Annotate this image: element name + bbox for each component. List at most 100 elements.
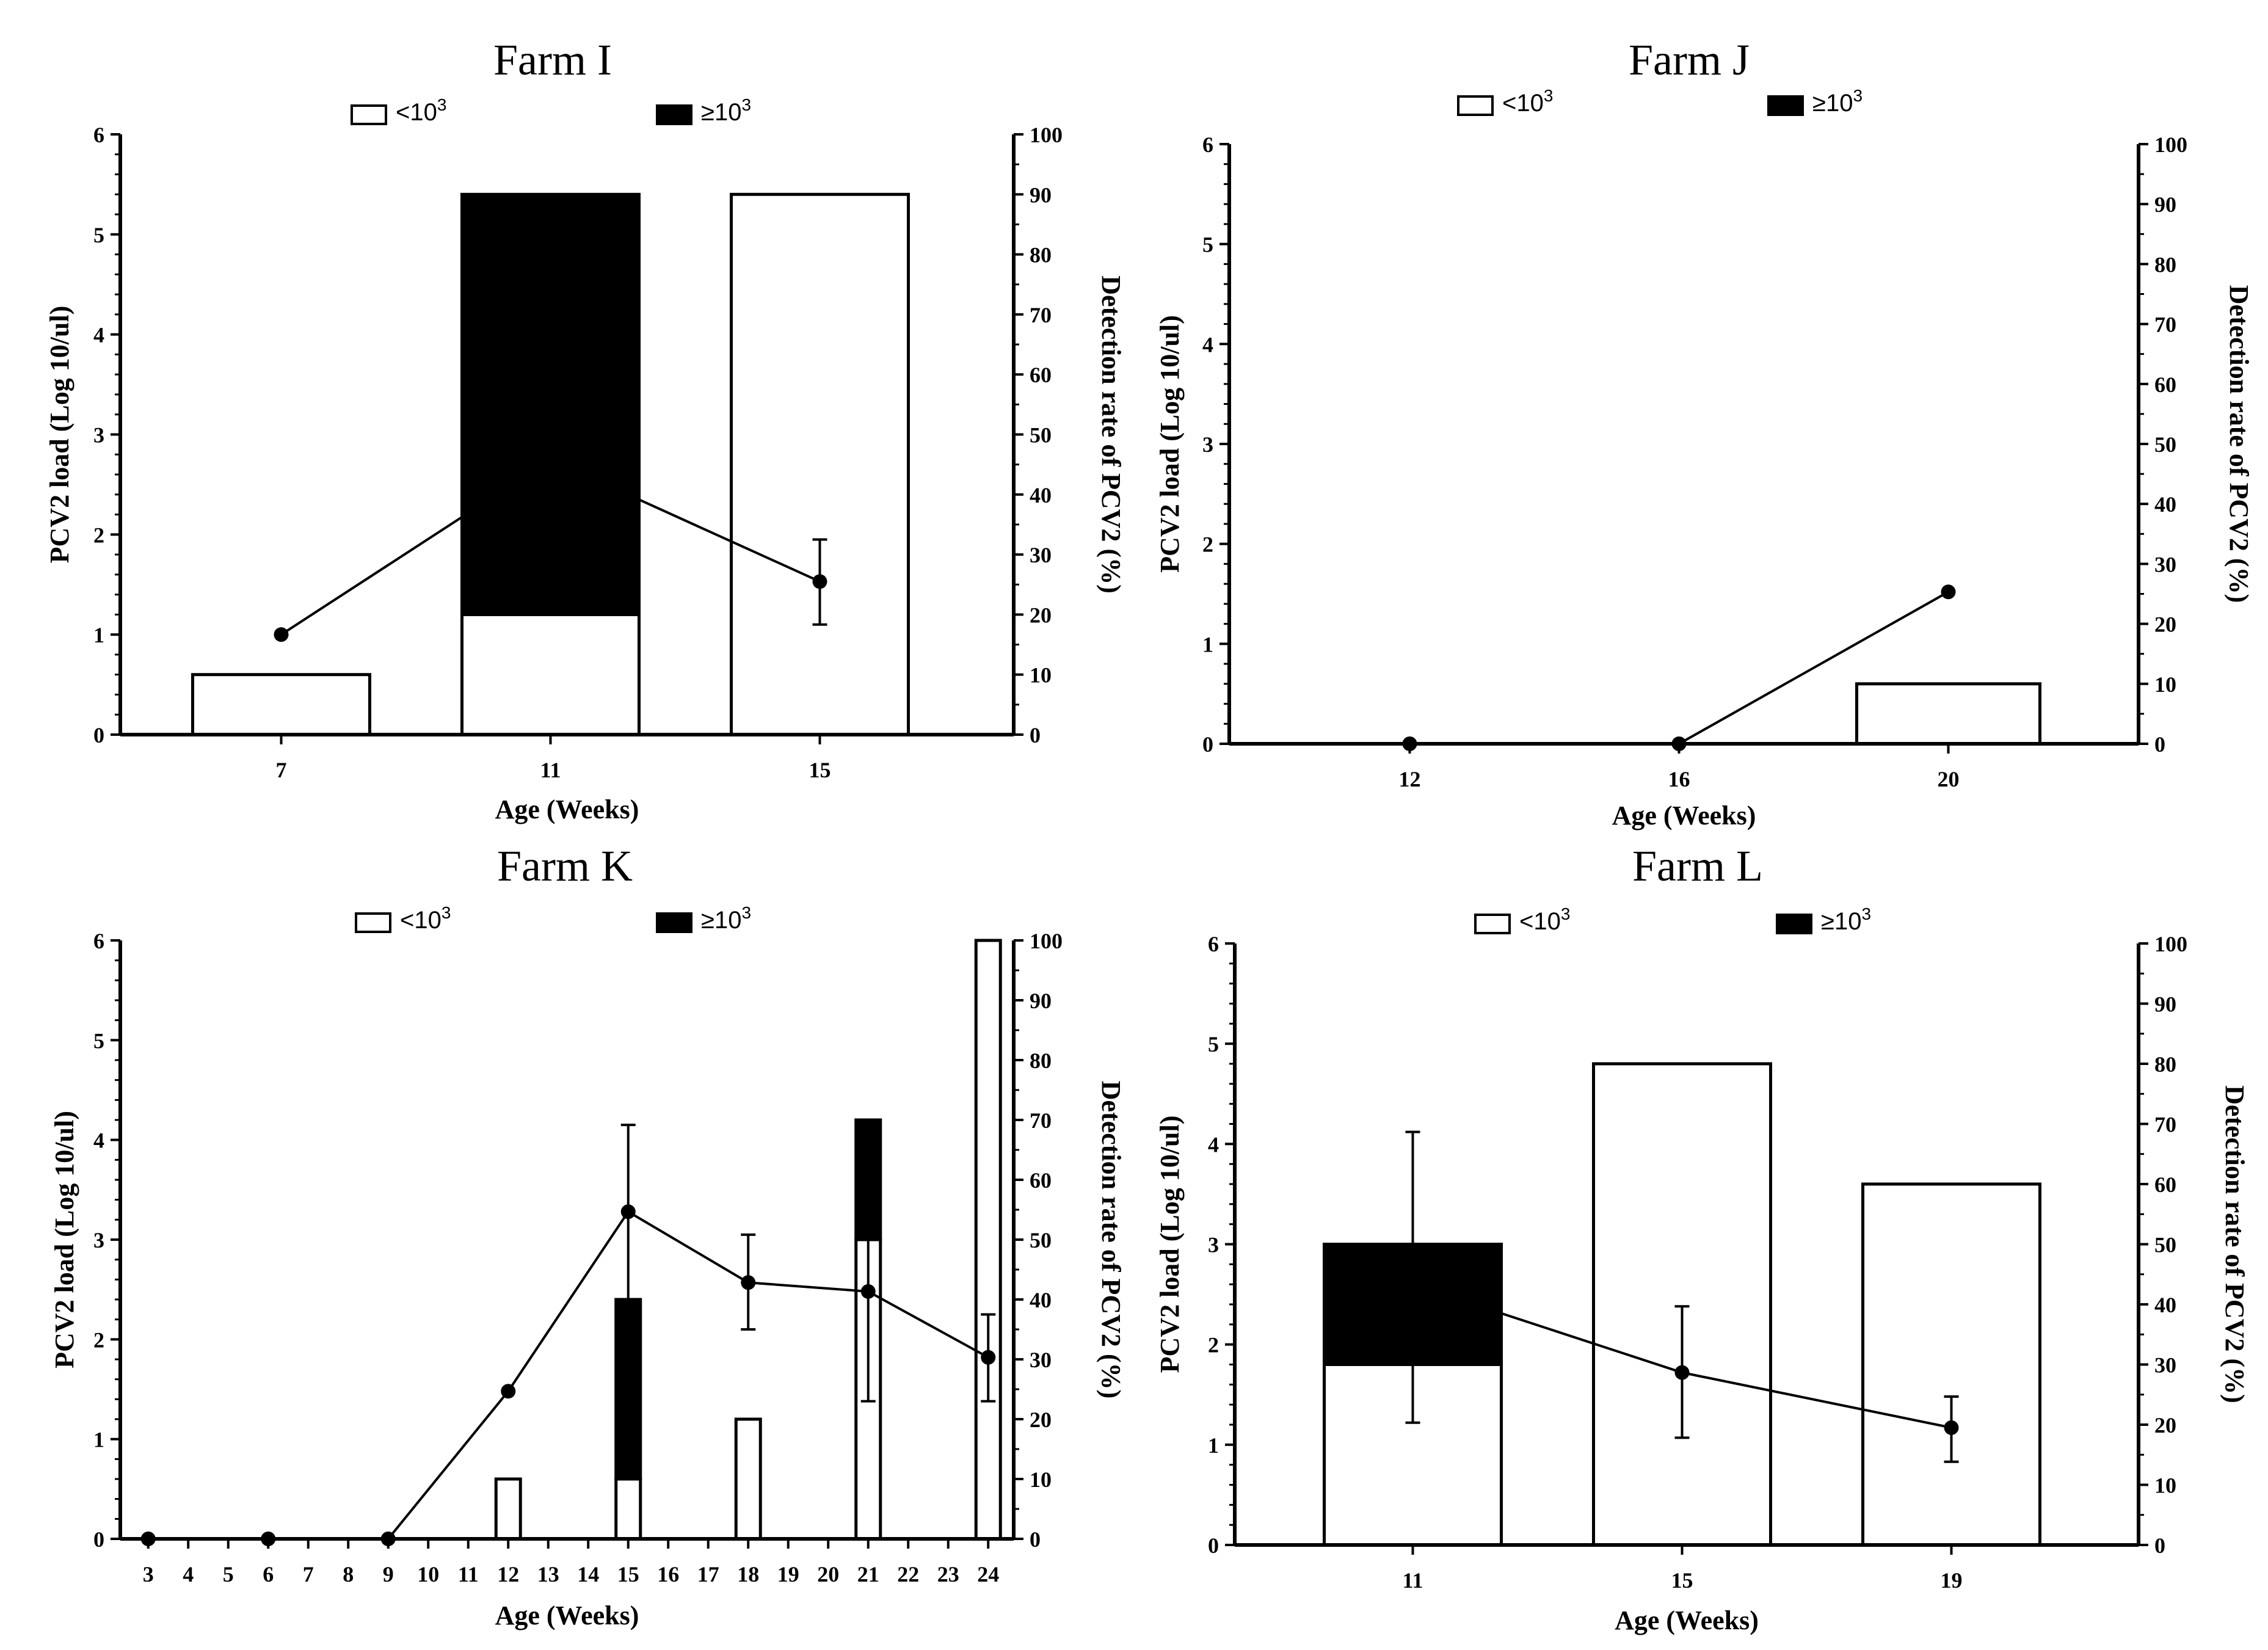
y2-tick-label: 0 [1030, 1527, 1041, 1552]
y-tick-label: 4 [93, 1128, 104, 1153]
legend-swatch-low [351, 104, 387, 125]
y-axis-label: PCV2 load (Log 10/ul) [1155, 315, 1185, 573]
y2-tick-label: 20 [2154, 612, 2176, 637]
y2-tick-label: 90 [2154, 992, 2176, 1017]
y2-axis-label: Detection rate of PCV2 (%) [2220, 1085, 2250, 1403]
y2-tick-label: 60 [2154, 373, 2176, 397]
y2-tick-label: 10 [1030, 663, 1052, 688]
chart-title: Farm L [1632, 841, 1763, 890]
y-tick-label: 5 [93, 223, 104, 247]
y-axis-label: PCV2 load (Log 10/ul) [1155, 1116, 1185, 1373]
y-tick-label: 4 [1208, 1132, 1219, 1157]
y-axis-label: PCV2 load (Log 10/ul) [45, 306, 75, 564]
y2-axis-label: Detection rate of PCV2 (%) [2224, 285, 2254, 603]
legend-label-low: <103 [1519, 904, 1570, 935]
y2-tick-label: 40 [1030, 1288, 1052, 1312]
legend-label-high: ≥103 [1812, 86, 1863, 117]
y-tick-label: 5 [1208, 1032, 1219, 1056]
x-tick-label: 10 [417, 1562, 439, 1586]
bar-low-19 [1861, 1182, 2041, 1547]
legend-swatch-low [1474, 914, 1511, 934]
legend-label-high-sup: 3 [741, 903, 751, 922]
chart-title: Farm I [493, 35, 612, 84]
y2-tick-label: 40 [2154, 492, 2176, 517]
y2-tick-label: 90 [2154, 192, 2176, 217]
x-axis-label: Age (Weeks) [495, 1601, 639, 1630]
y-tick-label: 6 [1202, 133, 1213, 157]
y2-tick-label: 20 [2154, 1413, 2176, 1437]
point-21 [860, 1284, 876, 1299]
y2-tick-label: 100 [2154, 932, 2187, 956]
legend-label-low-base: <10 [1502, 90, 1544, 117]
panel-farm-j: Farm J<103 ≥10301234560102030405060708090… [1155, 35, 2254, 830]
y2-tick-label: 80 [2154, 1052, 2176, 1077]
x-tick-label: 9 [383, 1562, 394, 1586]
x-tick-label: 20 [817, 1562, 839, 1586]
error-bar-21 [860, 1238, 876, 1403]
y2-tick-label: 80 [1030, 1049, 1052, 1073]
bar-low-15 [614, 1477, 642, 1541]
legend: <10 3 ≥103 [355, 903, 751, 934]
y-tick-label: 6 [1208, 932, 1219, 956]
legend-label-high-sup: 3 [1853, 86, 1863, 105]
x-tick-label: 18 [737, 1562, 759, 1586]
x-tick-label: 7 [276, 758, 287, 782]
y-tick-label: 3 [1208, 1233, 1219, 1257]
point-11 [1405, 1277, 1420, 1292]
legend-label-low: <103 [1502, 86, 1553, 117]
legend-swatch-low [1457, 95, 1494, 116]
y-tick-label: 4 [93, 323, 104, 347]
bar-low-20 [1855, 682, 2041, 746]
y-tick-label: 1 [1202, 632, 1213, 656]
point-18 [741, 1275, 756, 1290]
legend-label-high-base: ≥10 [1821, 908, 1861, 935]
bar-low-15 [1592, 1062, 1772, 1547]
legend-label-low-base: <10 [400, 907, 442, 934]
y-tick-label: 0 [93, 723, 104, 747]
point-15 [620, 1204, 636, 1219]
x-tick-label: 16 [1668, 767, 1690, 791]
y2-axis-label: Detection rate of PCV2 (%) [1096, 275, 1126, 593]
y2-tick-label: 20 [1030, 1408, 1052, 1432]
y2-tick-label: 30 [2154, 1353, 2176, 1378]
bar-high-21 [854, 1118, 882, 1241]
y-tick-label: 3 [93, 423, 104, 448]
x-tick-label: 12 [1399, 767, 1421, 791]
y-tick-label: 2 [1208, 1333, 1219, 1357]
x-tick-label: 14 [577, 1562, 599, 1586]
y2-tick-label: 70 [1030, 303, 1052, 327]
x-tick-label: 3 [143, 1562, 154, 1586]
y2-tick-label: 80 [1030, 243, 1052, 267]
y2-tick-label: 30 [1030, 1348, 1052, 1372]
y-tick-label: 1 [93, 1428, 104, 1452]
point-20 [1941, 584, 1956, 600]
legend-label-high-sup: 3 [1861, 904, 1871, 923]
point-19 [1944, 1420, 1959, 1435]
y-tick-label: 3 [1202, 432, 1213, 457]
y-tick-label: 2 [93, 523, 104, 547]
y-tick-label: 3 [93, 1228, 104, 1252]
x-tick-label: 11 [540, 758, 561, 782]
point-15 [1674, 1365, 1690, 1380]
y2-tick-label: 50 [1030, 1228, 1052, 1252]
x-tick-label: 11 [458, 1562, 479, 1586]
point-15 [812, 574, 827, 589]
legend-label-low-base: <10 [396, 99, 437, 126]
legend-label-high: ≥103 [701, 95, 751, 126]
y2-tick-label: 100 [1030, 123, 1063, 147]
point-11 [543, 452, 558, 467]
y2-tick-label: 90 [1030, 183, 1052, 207]
legend-label-high-base: ≥10 [701, 907, 741, 934]
x-tick-label: 20 [1938, 767, 1960, 791]
legend-label-low-base: <10 [1519, 908, 1561, 935]
y2-tick-label: 0 [2154, 1533, 2165, 1558]
legend-label-high: ≥103 [701, 903, 751, 934]
y2-tick-label: 30 [1030, 543, 1052, 567]
panel-farm-i: Farm I<103 ≥10301234560102030405060708090… [45, 35, 1126, 824]
bar-low-15 [730, 192, 910, 736]
x-tick-label: 21 [857, 1562, 879, 1586]
x-tick-label: 15 [1671, 1568, 1693, 1593]
